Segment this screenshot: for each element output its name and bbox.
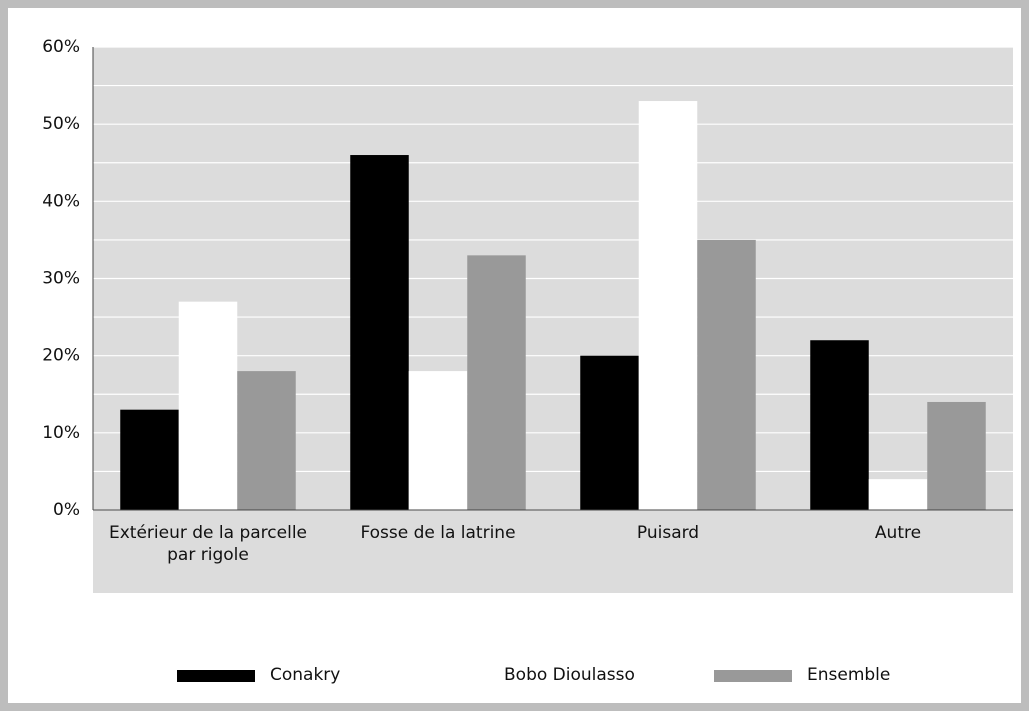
y-tick-label: 0% <box>53 500 80 520</box>
x-tick-label: Extérieur de la parcelle par rigole <box>109 523 307 565</box>
legend-swatch <box>177 670 255 682</box>
legend-label: Ensemble <box>807 665 890 685</box>
x-tick-label-box: Puisard <box>636 523 700 543</box>
bar <box>120 409 179 510</box>
y-tick-label: 10% <box>42 423 80 443</box>
bar <box>638 101 698 511</box>
bar <box>350 155 409 511</box>
bar <box>927 401 986 510</box>
y-tick-label: 60% <box>42 37 80 57</box>
bar <box>868 479 928 510</box>
y-tick-label: 40% <box>42 191 80 211</box>
x-tick-label-box: Extérieur de la parcelle par rigole <box>109 523 307 565</box>
bar <box>237 371 296 510</box>
y-tick-label: 50% <box>42 114 80 134</box>
x-tick-label-box: Fosse de la latrine <box>360 523 516 543</box>
x-tick-label-box: Autre <box>874 523 922 543</box>
bar <box>408 371 468 510</box>
bar <box>580 355 639 510</box>
bar <box>810 340 869 510</box>
y-tick-label: 30% <box>42 269 80 289</box>
legend-swatch <box>714 670 792 682</box>
x-tick-label: Autre <box>874 523 922 543</box>
legend-label: Conakry <box>270 665 340 685</box>
legend-label: Bobo Dioulasso <box>504 665 635 685</box>
bar <box>467 255 526 510</box>
x-tick-label: Fosse de la latrine <box>360 523 516 543</box>
y-tick-label: 20% <box>42 346 80 366</box>
bar <box>697 239 756 510</box>
x-tick-label: Puisard <box>636 523 700 543</box>
legend-swatch <box>411 670 489 682</box>
bar <box>178 301 238 510</box>
